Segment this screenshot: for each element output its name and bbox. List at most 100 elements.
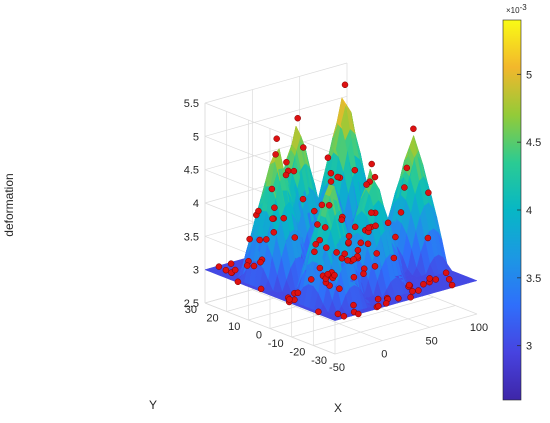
z-tick-label: 5 [193, 131, 199, 143]
data-point [234, 278, 242, 286]
data-point [291, 234, 299, 241]
data-point [294, 114, 301, 122]
data-point [316, 264, 324, 272]
z-tick-label: 5.5 [184, 98, 199, 110]
y-tick-label: 0 [256, 330, 262, 342]
data-point [336, 285, 343, 292]
data-point [374, 295, 382, 303]
data-point [299, 195, 307, 203]
data-point [318, 201, 326, 209]
data-point [365, 224, 372, 232]
grid-line [204, 62, 348, 104]
y-tick-label: 20 [206, 313, 218, 325]
z-axis-label: deformation [2, 173, 16, 236]
data-point [286, 296, 293, 303]
data-point [263, 236, 270, 243]
data-point [268, 185, 276, 193]
data-point [312, 241, 319, 248]
data-point [315, 308, 322, 316]
colorbar-tick-label: 3 [526, 341, 532, 353]
data-point [334, 173, 341, 181]
colorbar-tick-label: 3.5 [526, 273, 541, 285]
data-point [371, 173, 379, 181]
data-point [334, 310, 342, 318]
data-point [333, 249, 340, 256]
data-point [250, 262, 258, 270]
data-point [442, 269, 450, 277]
data-point [382, 300, 390, 307]
grid-line [204, 102, 336, 155]
data-point [257, 285, 265, 293]
surface-patch [467, 278, 478, 283]
x-axis-label: X [334, 401, 342, 415]
data-point [384, 219, 392, 227]
colorbar: ×10-3 3 3.5 4 4.5 5 [502, 3, 541, 401]
data-point [327, 169, 335, 177]
grid-line [204, 95, 348, 137]
colorbar-ticks: 3 3.5 4 4.5 5 [517, 69, 541, 353]
data-point [324, 270, 332, 278]
data-point [243, 262, 251, 269]
y-tick-label: -20 [289, 347, 305, 359]
data-point [350, 273, 358, 281]
data-point [448, 281, 456, 289]
data-point [269, 215, 276, 222]
data-point [351, 223, 359, 231]
data-point [227, 260, 235, 267]
data-point [324, 154, 332, 161]
data-point [256, 236, 263, 244]
data-point [350, 256, 357, 263]
data-point [355, 310, 362, 318]
data-point [231, 266, 239, 274]
data-point [341, 250, 348, 258]
data-point [395, 295, 402, 302]
data-point [415, 287, 422, 294]
data-point [426, 275, 433, 282]
data-point [222, 266, 230, 274]
data-point [282, 171, 290, 179]
y-tick-label: 30 [185, 304, 197, 316]
x-tick-label: 50 [426, 335, 438, 347]
data-point [311, 207, 318, 215]
data-point [368, 209, 375, 216]
data-point [345, 232, 353, 240]
x-tick-label: 100 [470, 322, 488, 334]
data-point [373, 250, 380, 257]
data-point [340, 313, 348, 320]
z-tick-label: 4 [193, 198, 199, 210]
colorbar-tick-label: 4.5 [526, 137, 541, 149]
data-point [321, 224, 329, 231]
data-point [294, 289, 302, 297]
grid-line [204, 129, 348, 171]
data-point [410, 125, 417, 133]
data-point [283, 158, 290, 166]
y-tick-label: -30 [311, 355, 327, 367]
colorbar-exponent: ×10-3 [506, 3, 527, 15]
data-point [401, 184, 408, 191]
data-point [363, 181, 370, 188]
data-point [403, 164, 411, 172]
data-point [272, 151, 279, 158]
data-point [215, 263, 223, 270]
x-tick-label: -50 [329, 362, 345, 374]
data-point [307, 276, 315, 283]
grid-line [334, 313, 478, 355]
data-point [354, 246, 362, 254]
grid-line [313, 305, 456, 346]
data-point [246, 235, 253, 243]
data-point [372, 222, 379, 230]
data-point [344, 257, 351, 264]
data-point [360, 270, 367, 278]
data-point [311, 248, 318, 256]
data-point [368, 160, 375, 168]
colorbar-tick-label: 5 [526, 69, 532, 81]
data-point [270, 229, 278, 236]
data-point [364, 240, 372, 248]
y-axis-ticks: -30 -20 -10 0 10 20 30 [185, 304, 327, 367]
grid-line [204, 136, 336, 188]
data-point [375, 302, 382, 310]
data-point [280, 214, 287, 222]
data-point [392, 233, 399, 241]
data-point [432, 276, 440, 283]
